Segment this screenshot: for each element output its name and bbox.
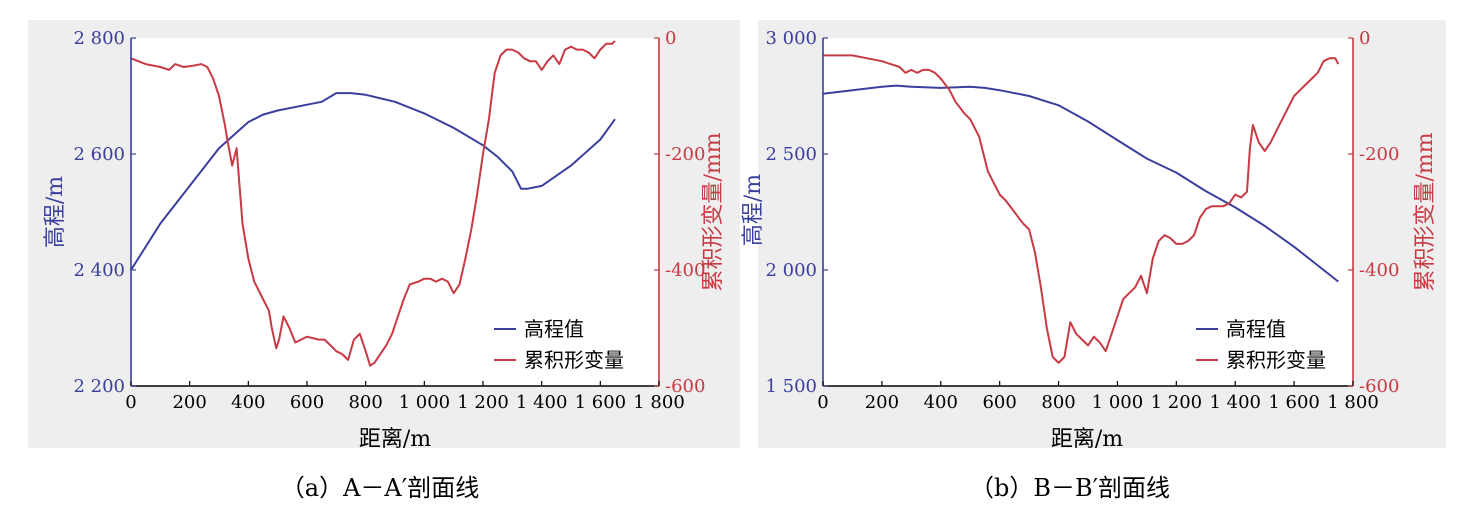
panel-b-x-tick-label: 600: [982, 392, 1016, 413]
panel-a-x-tick-label: 1 600: [575, 392, 627, 413]
panel-a-y-axis-right-title: 累积形变量/mm: [701, 132, 726, 291]
panel-b-x-tick-label: 1 600: [1268, 392, 1320, 413]
panel-a-y-right-tick-label: -400: [665, 260, 705, 281]
panel-a-legend-label-deformation: 累积形变量: [524, 348, 624, 372]
panel-a-x-tick-label: 200: [172, 392, 206, 413]
panel-a-series-group: [130, 40, 616, 367]
panel-a-y-right-tick-label: -200: [665, 144, 705, 165]
panel-a-y-left-tick-label: 2 200: [73, 376, 125, 397]
panel-b-x-tick-label: 800: [1041, 392, 1075, 413]
panel-a-series-line-elevation: [130, 92, 616, 271]
panel-b-series-line-elevation: [822, 84, 1339, 283]
panel-b-x-tick-label: 200: [865, 392, 899, 413]
panel-b-caption: （b）B－B′剖面线: [970, 474, 1170, 502]
panel-b-x-tick-label: 1 200: [1151, 392, 1203, 413]
panel-b-x-tick-label: 1 800: [1327, 392, 1379, 413]
panel-a-y-left-tick-label: 2 800: [73, 28, 125, 49]
panel-b-y-left-tick-label: 2 000: [765, 260, 817, 281]
panel-b-y-axis-left-title: 高程/m: [741, 174, 766, 246]
panel-b-y-left-tick-label: 2 500: [765, 144, 817, 165]
panel-a-legend: 高程值 累积形变量: [494, 317, 624, 372]
panel-b-series-group: [822, 54, 1340, 364]
panel-a-y-right-tick-label: -600: [665, 376, 705, 397]
panel-a-y-left-tick-label: 2 400: [73, 260, 125, 281]
panel-a-x-tick-label: 1 800: [633, 392, 685, 413]
panel-a-x-tick-label: 600: [290, 392, 324, 413]
panel-b-legend-label-elevation: 高程值: [1226, 317, 1286, 341]
panel-b-series-line-deformation: [823, 54, 1340, 364]
panel-a-x-tick-label: 400: [231, 392, 265, 413]
panel-b-plot-area: [823, 38, 1353, 386]
panel-a-x-axis-title: 距离/m: [359, 427, 431, 452]
panel-a-y-right-tick-label: 0: [665, 28, 676, 49]
panel-a-x-tick-label: 1 200: [457, 392, 509, 413]
panel-b-x-tick-label: 400: [924, 392, 958, 413]
panel-b-y-right-tick-label: -400: [1359, 260, 1399, 281]
panel-b-axes-group: 0 200 400 600 800 1 000 1 200 1 400 1 600 1 800 1 …: [765, 28, 1399, 413]
panel-a-x-tick-label: 0: [125, 392, 136, 413]
panel-b-x-tick-label: 1 000: [1092, 392, 1144, 413]
panel-a-x-tick-label: 1 400: [516, 392, 568, 413]
panel-b-y-right-tick-label: 0: [1359, 28, 1370, 49]
panel-a-y-axis-left-title: 高程/m: [43, 176, 68, 248]
panel-a-legend-label-elevation: 高程值: [524, 317, 584, 341]
panel-b-x-tick-label: 1 400: [1209, 392, 1261, 413]
panel-a-series-line-deformation: [130, 40, 616, 367]
panel-a-x-tick-label: 1 000: [399, 392, 451, 413]
panel-b-x-axis-title: 距离/m: [1051, 427, 1123, 452]
panel-a-y-left-tick-label: 2 600: [73, 144, 125, 165]
panel-b: 0 200 400 600 800 1 000 1 200 1 400 1 600 1 800 1 …: [741, 20, 1446, 452]
panel-b-legend: 高程值 累积形变量: [1196, 317, 1326, 372]
panel-b-y-right-tick-label: -600: [1359, 376, 1399, 397]
panel-b-legend-label-deformation: 累积形变量: [1226, 348, 1326, 372]
panel-a: 0 200 400 600 800 1 000 1 200 1 400 1 600 1 800 2 …: [28, 20, 740, 452]
panel-a-axes-group: 0 200 400 600 800 1 000 1 200 1 400 1 600 1 800 2 …: [73, 28, 705, 413]
panel-a-caption: （a）A－A′剖面线: [281, 474, 479, 502]
panel-b-y-right-tick-label: -200: [1359, 144, 1399, 165]
panel-b-x-tick-label: 0: [817, 392, 828, 413]
panel-b-y-left-tick-label: 3 000: [765, 28, 817, 49]
panel-b-y-axis-right-title: 累积形变量/mm: [1413, 132, 1438, 291]
panel-b-y-left-tick-label: 1 500: [765, 376, 817, 397]
panel-a-x-tick-label: 800: [348, 392, 382, 413]
